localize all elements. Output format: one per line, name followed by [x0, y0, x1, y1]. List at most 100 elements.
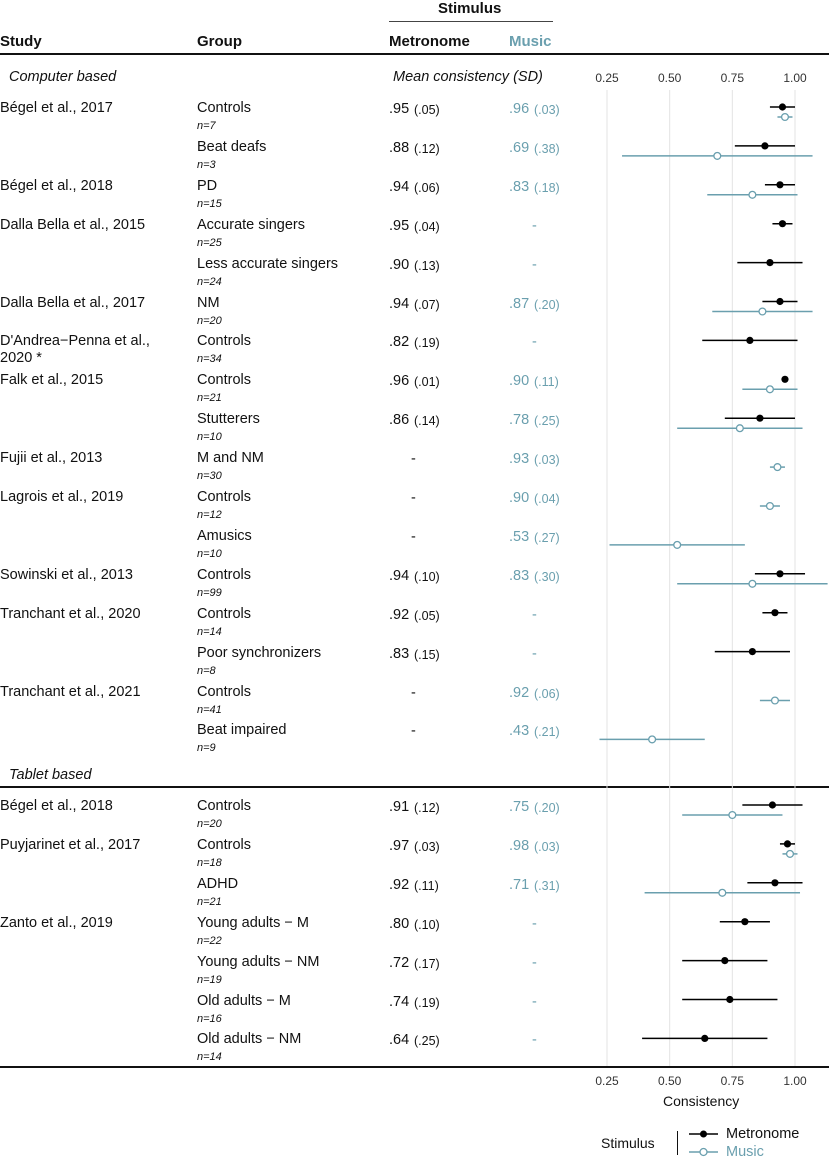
- group-n: n=12: [197, 509, 222, 521]
- music-point: [735, 424, 744, 433]
- group-name: Young adults − NM: [197, 953, 320, 970]
- group-n: n=41: [197, 703, 222, 716]
- metronome-value: .97: [389, 837, 410, 854]
- study-name: Dalla Bella et al., 2015: [0, 216, 146, 233]
- music-value: -: [532, 954, 537, 971]
- music-point: [770, 696, 779, 705]
- metronome-value: .92: [389, 606, 410, 623]
- study-name: Tranchant et al., 2020: [0, 605, 141, 622]
- metronome-sd: (.19): [414, 336, 440, 351]
- group-name: Controls: [197, 683, 251, 700]
- group-name: Controls: [197, 372, 251, 389]
- metronome-sd: (.12): [414, 141, 440, 156]
- metronome-point: [771, 609, 779, 617]
- group-n: n=7: [197, 120, 216, 132]
- music-value: .71: [509, 876, 530, 893]
- x-tick-label-top: 1.00: [783, 71, 807, 85]
- music-sd: (.18): [534, 180, 560, 195]
- metronome-value: .83: [389, 645, 410, 662]
- group-name: Controls: [197, 566, 251, 583]
- group-name: Poor synchronizers: [197, 644, 322, 661]
- music-value: .75: [509, 799, 530, 815]
- group-n: n=24: [197, 275, 222, 288]
- music-sd: (.04): [534, 492, 560, 506]
- music-sd: (.21): [534, 725, 560, 740]
- music-value: .92: [509, 684, 530, 701]
- music-value: -: [532, 993, 537, 1010]
- metronome-point: [776, 570, 784, 578]
- music-value: -: [532, 606, 537, 623]
- group-name: Controls: [197, 798, 251, 814]
- metronome-point: [781, 375, 789, 383]
- music-point: [785, 849, 795, 858]
- music-value: .90: [509, 490, 530, 506]
- metronome-sd: (.05): [414, 103, 440, 117]
- group-n: n=30: [197, 470, 222, 483]
- metronome-value: .88: [389, 139, 410, 156]
- metronome-value: .95: [389, 217, 410, 234]
- metronome-point: [761, 142, 769, 150]
- metronome-point: [778, 220, 787, 228]
- section-rule: [0, 786, 829, 788]
- mean-consistency-label: Mean consistency (SD): [393, 69, 543, 85]
- music-sd: (.31): [534, 878, 560, 893]
- music-value: -: [532, 256, 537, 273]
- music-value: -: [532, 334, 537, 351]
- legend-divider: [677, 1131, 678, 1155]
- stimulus-header-rule: [389, 21, 553, 22]
- music-sd: (.06): [534, 686, 560, 701]
- bottom-rule: [0, 1066, 829, 1068]
- music-point: [773, 463, 782, 472]
- metronome-value: .72: [389, 954, 410, 971]
- music-point: [673, 540, 682, 549]
- study-name: Falk et al., 2015: [0, 372, 104, 389]
- section-computer-based: Computer based: [9, 69, 117, 85]
- group-name: Amusics: [197, 527, 252, 544]
- metronome-sd: (.07): [414, 297, 440, 312]
- group-name: Young adults − M: [197, 914, 309, 931]
- metronome-value: .94: [389, 178, 410, 195]
- metronome-sd: (.25): [414, 1034, 440, 1049]
- music-point: [748, 190, 757, 199]
- metronome-point: [741, 918, 749, 926]
- group-name: M and NM: [197, 450, 264, 467]
- metronome-value: .96: [389, 373, 410, 390]
- music-sd: (.38): [534, 141, 560, 156]
- metronome-sd: (.10): [414, 569, 440, 584]
- metronome-sd: (.11): [414, 878, 439, 893]
- group-name: PD: [197, 177, 218, 194]
- study-name: Zanto et al., 2019: [0, 914, 113, 931]
- group-name: Controls: [197, 333, 251, 350]
- music-sd: (.25): [534, 414, 560, 429]
- music-value: .78: [509, 412, 530, 429]
- x-axis-label: Consistency: [663, 1093, 740, 1109]
- group-name: Controls: [197, 489, 251, 505]
- metronome-point: [776, 297, 784, 306]
- group-n: n=20: [197, 314, 222, 327]
- group-n: n=20: [197, 818, 222, 830]
- group-name: Beat impaired: [197, 722, 287, 739]
- x-tick-label-top: 0.25: [595, 71, 619, 85]
- music-sd: (.27): [534, 530, 560, 545]
- group-name: Beat deafs: [197, 138, 267, 155]
- study-column-header: Study: [0, 33, 42, 50]
- music-value: .96: [509, 101, 530, 117]
- metronome-point: [726, 995, 734, 1004]
- study-name: Sowinski et al., 2013: [0, 566, 133, 583]
- music-value: .93: [509, 451, 530, 468]
- study-name-cont: 2020 *: [0, 350, 42, 367]
- metronome-point: [771, 879, 779, 887]
- study-name: D'Andrea−Penna et al.,: [0, 333, 150, 350]
- x-tick-label-top: 0.75: [721, 71, 745, 85]
- music-point: [713, 151, 722, 160]
- group-n: n=99: [197, 586, 222, 599]
- metronome-sd: (.04): [414, 219, 440, 234]
- metronome-value: -: [411, 528, 416, 545]
- group-n: n=16: [197, 1012, 222, 1025]
- music-column-header: Music: [509, 33, 552, 50]
- metronome-point: [748, 648, 756, 656]
- music-value: .87: [509, 295, 530, 312]
- x-tick-label: 1.00: [783, 1074, 807, 1088]
- music-sd: (.03): [534, 453, 560, 468]
- x-tick-label: 0.75: [721, 1074, 745, 1088]
